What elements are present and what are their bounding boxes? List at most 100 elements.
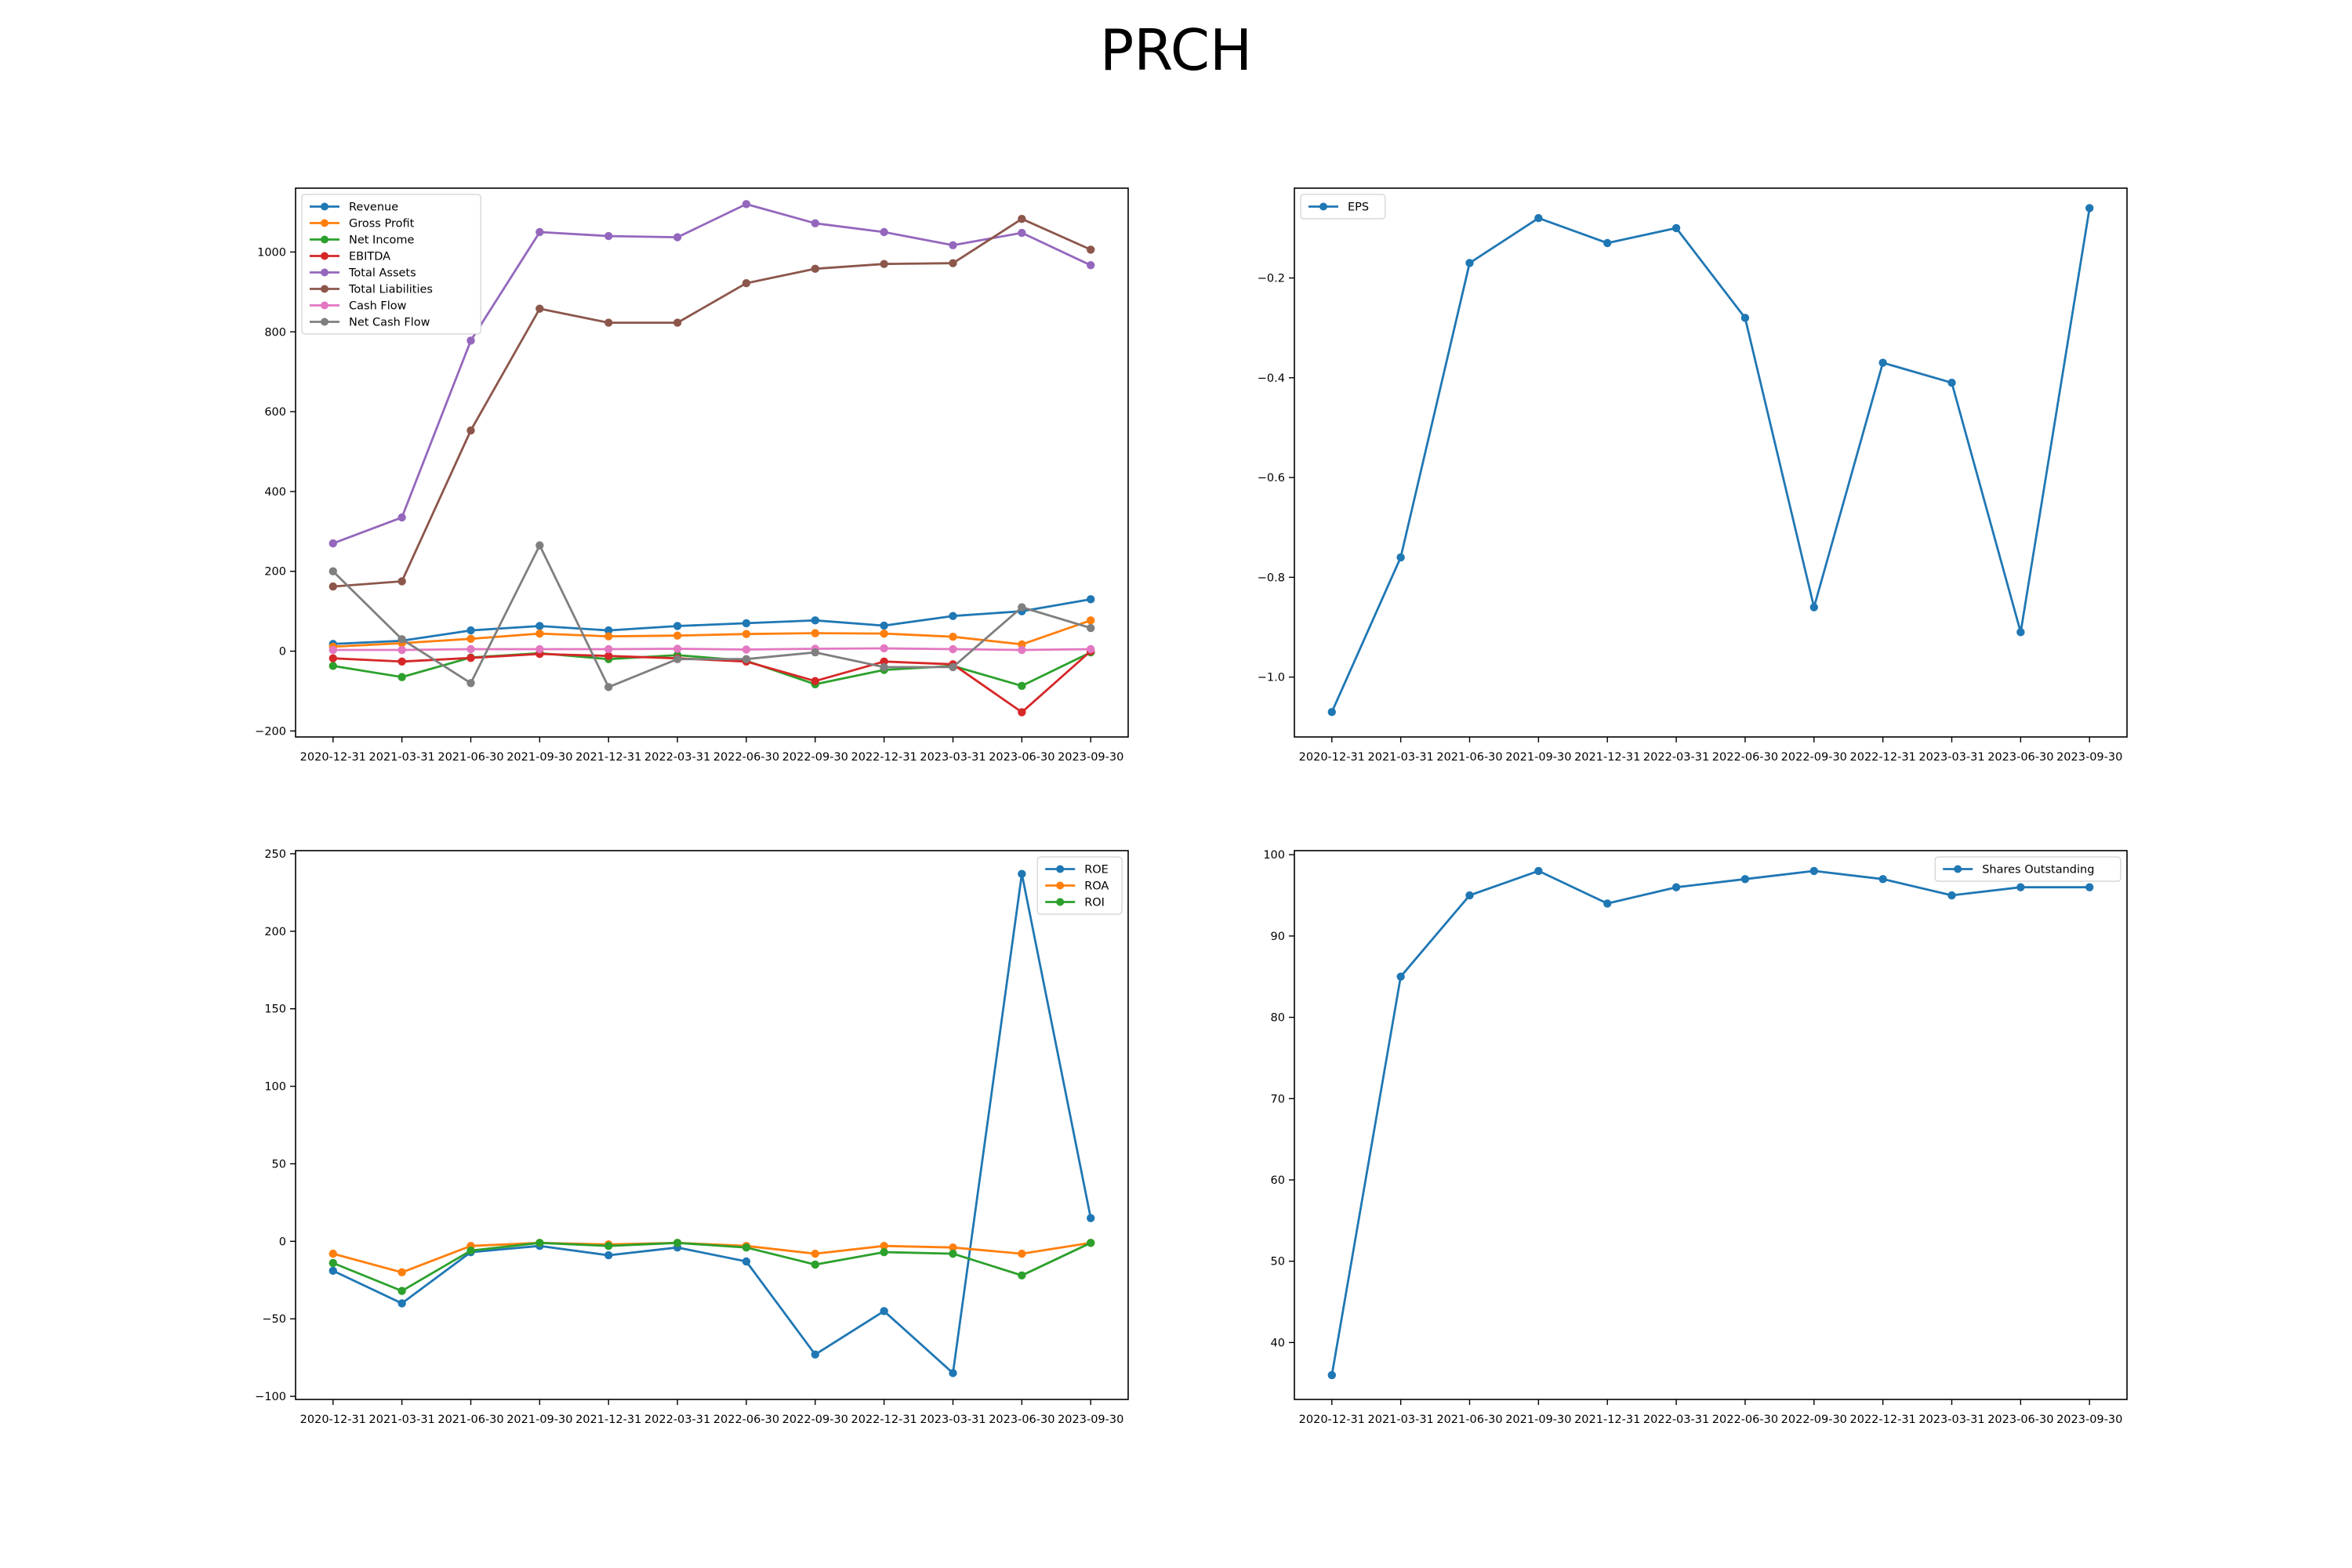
data-point-roi — [673, 1239, 682, 1247]
legend-marker — [321, 301, 328, 310]
data-point-cash-flow — [880, 644, 888, 653]
legend-label: Cash Flow — [349, 300, 407, 313]
data-point-revenue — [949, 612, 957, 620]
legend-label: Revenue — [349, 201, 398, 214]
x-tick-label: 2022-12-31 — [851, 1414, 917, 1426]
y-tick-label: −200 — [255, 725, 286, 738]
data-point-roe — [328, 1266, 337, 1276]
data-point-shares-outstanding — [1740, 875, 1750, 884]
legend: Revenue Gross Profit Net Income EBITDA Total… — [301, 194, 481, 335]
legend-label: Net Cash Flow — [349, 317, 430, 329]
data-point-roi — [742, 1243, 751, 1252]
data-point-net-cash-flow — [397, 635, 406, 644]
chart-returns: 2020-12-31 2021-03-31 2021-06-30 2021-09-30… — [255, 848, 1129, 1426]
legend-box — [1300, 194, 1386, 220]
data-point-total-assets — [742, 200, 751, 209]
x-tick-label: 2021-12-31 — [1574, 1414, 1640, 1426]
data-point-cash-flow — [1087, 644, 1095, 654]
data-point-total-liabilities — [1018, 215, 1026, 223]
y-tick-label: 200 — [264, 926, 286, 938]
legend-label: ROE — [1084, 864, 1109, 877]
data-point-total-assets — [466, 336, 475, 345]
data-point-gross-profit — [604, 632, 613, 641]
data-point-shares-outstanding — [1534, 866, 1543, 876]
x-tick-label: 2021-03-31 — [369, 1414, 435, 1426]
data-point-gross-profit — [1087, 616, 1095, 625]
data-point-net-cash-flow — [742, 655, 751, 663]
x-tick-label: 2023-09-30 — [2056, 751, 2122, 764]
series-line-eps — [1330, 208, 2091, 713]
data-point-total-assets — [535, 227, 544, 237]
y-tick-label: 150 — [264, 1004, 286, 1016]
legend-label: ROA — [1084, 880, 1109, 893]
x-tick-label: 2022-12-31 — [851, 751, 917, 764]
x-tick-label: 2022-06-30 — [713, 751, 779, 764]
x-tick-label: 2022-06-30 — [1712, 751, 1778, 764]
series-line-gross-profit — [332, 619, 1091, 648]
x-tick-label: 2022-03-31 — [644, 1414, 710, 1426]
data-point-roa — [811, 1249, 819, 1258]
data-point-cash-flow — [397, 645, 406, 655]
x-tick-label: 2022-12-31 — [1850, 751, 1916, 764]
data-point-shares-outstanding — [1603, 899, 1612, 908]
series-shares-outstanding — [1327, 866, 2094, 1380]
legend-label: Total Liabilities — [348, 284, 433, 296]
x-tick-label: 2021-06-30 — [1436, 1414, 1502, 1426]
data-point-revenue — [1087, 595, 1095, 604]
data-point-gross-profit — [673, 631, 682, 640]
x-tick-label: 2023-06-30 — [1987, 1414, 2053, 1426]
legend-label: Total Assets — [348, 267, 416, 280]
y-tick-label: 600 — [264, 406, 286, 419]
data-point-roe — [604, 1250, 613, 1260]
y-tick-label: −0.2 — [1258, 273, 1285, 285]
data-point-cash-flow — [673, 644, 682, 653]
legend-marker — [1056, 865, 1065, 873]
data-point-total-assets — [1018, 228, 1026, 238]
series-line-total-assets — [332, 202, 1091, 545]
data-point-net-cash-flow — [535, 541, 544, 550]
x-tick-label: 2023-06-30 — [989, 1414, 1054, 1426]
data-point-shares-outstanding — [1809, 866, 1818, 876]
legend-label: EBITDA — [349, 251, 390, 263]
data-point-net-cash-flow — [673, 655, 682, 663]
data-point-shares-outstanding — [1465, 891, 1474, 900]
x-tick-label: 2021-09-30 — [506, 751, 572, 764]
data-point-roi — [1087, 1239, 1095, 1247]
data-point-total-liabilities — [604, 318, 613, 327]
chart-shares: 2020-12-31 2021-03-31 2021-06-30 2021-09-30… — [1263, 849, 2128, 1426]
data-point-total-liabilities — [328, 582, 337, 591]
legend: ROE ROA ROI — [1036, 856, 1123, 915]
data-point-roe — [397, 1299, 406, 1308]
x-tick-label: 2020-12-31 — [300, 751, 366, 764]
x-tick-label: 2023-03-31 — [920, 1414, 985, 1426]
data-point-total-assets — [880, 227, 888, 237]
data-point-total-liabilities — [949, 259, 957, 267]
data-point-roi — [811, 1260, 819, 1269]
y-tick-label: −1.0 — [1258, 672, 1285, 684]
x-tick-label: 2021-03-31 — [369, 751, 435, 764]
data-point-ebitda — [880, 657, 888, 666]
data-point-shares-outstanding — [1327, 1370, 1336, 1380]
x-tick-label: 2023-09-30 — [1058, 1414, 1123, 1426]
y-tick-label: −50 — [262, 1313, 286, 1326]
legend-label: Gross Profit — [349, 218, 415, 230]
data-point-roi — [949, 1249, 957, 1258]
data-point-revenue — [742, 619, 751, 628]
legend-marker — [321, 252, 328, 260]
x-tick-label: 2020-12-31 — [1299, 1414, 1365, 1426]
data-point-ebitda — [466, 654, 475, 662]
data-point-total-liabilities — [397, 577, 406, 586]
data-point-net-income — [328, 662, 337, 670]
series-line-ebitda — [332, 650, 1092, 713]
legend: Shares Outstanding — [1934, 856, 2122, 882]
y-tick-label: −100 — [255, 1391, 286, 1403]
data-point-net-income — [1018, 681, 1026, 691]
legend-marker — [321, 235, 328, 244]
y-tick-label: 250 — [264, 848, 286, 861]
x-tick-label: 2021-12-31 — [575, 751, 641, 764]
data-point-total-liabilities — [535, 304, 544, 313]
x-tick-label: 2022-09-30 — [782, 1414, 848, 1426]
x-tick-label: 2021-12-31 — [575, 1414, 641, 1426]
x-tick-label: 2022-03-31 — [1643, 1414, 1709, 1426]
y-tick-label: 90 — [1271, 931, 1285, 943]
